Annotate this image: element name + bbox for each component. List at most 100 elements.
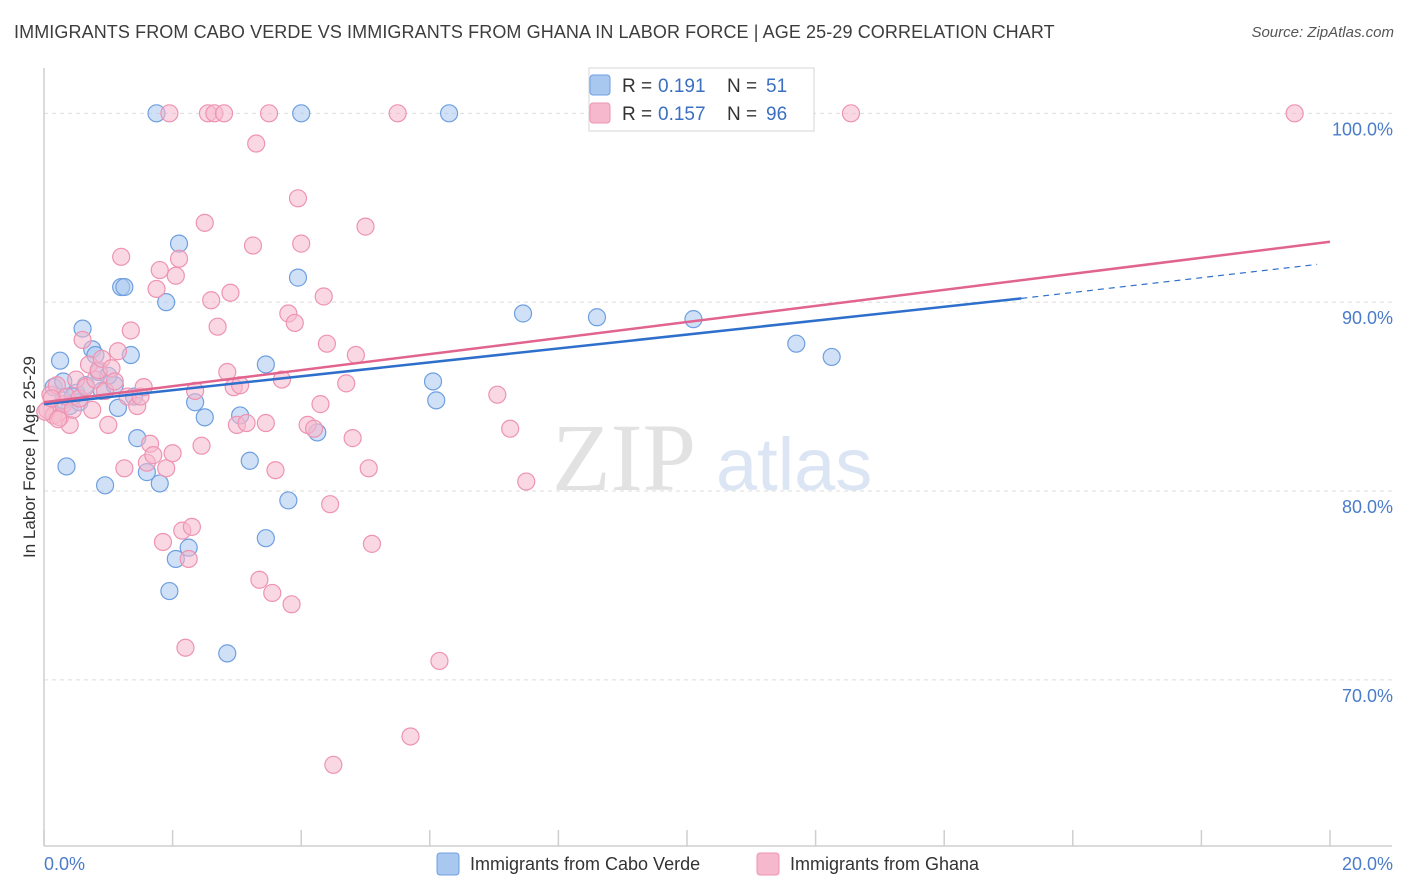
series-cabo-verde-points [44,104,841,663]
legend-n-label-blue: N = [727,76,757,97]
watermark: ZIP atlas [552,404,872,511]
legend-r-value-pink: 0.157 [658,104,706,125]
ghana-point [314,287,333,306]
ghana-point [250,570,269,589]
ghana-point [430,651,449,671]
y-tick-labels: 70.0% 80.0% 90.0% 100.0% [1332,119,1393,706]
cabo-verde-point [157,293,176,312]
ghana-point [112,247,131,266]
ghana-point [263,583,282,603]
bottom-legend-swatch-blue [436,852,460,876]
ghana-point [259,104,279,123]
cabo-verde-point [50,351,70,370]
watermark-zip: ZIP [552,404,696,511]
ghana-point [346,345,365,365]
ghana-point [285,313,304,333]
legend-swatch-pink [589,102,611,124]
ghana-point [169,249,189,268]
ghana-point [214,104,234,123]
x-tick-marks [43,830,1331,846]
bottom-legend-label-blue: Immigrants from Cabo Verde [470,854,700,874]
ghana-point [388,104,407,123]
ghana-point [153,532,173,552]
bottom-legend: Immigrants from Cabo Verde Immigrants fr… [436,852,980,876]
cabo-verde-point [150,474,169,493]
ghana-point [237,413,256,433]
ghana-point [182,517,201,536]
ghana-point [321,495,340,514]
ghana-point [108,342,128,361]
ghana-point [501,419,520,438]
ghana-point [115,459,134,478]
cabo-verde-point [684,310,703,329]
legend: R = 0.191 N = 51 R = 0.157 N = 96 [588,67,815,132]
ghana-point [150,260,169,280]
cabo-verde-point [822,347,841,367]
ghana-point [221,283,240,302]
ghana-point [337,374,356,393]
ghana-point [73,330,92,350]
ghana-point [288,189,308,208]
cabo-verde-point [115,277,134,297]
cabo-verde-point [218,644,237,663]
ghana-point [99,415,118,434]
ghana-point [105,372,124,391]
cabo-verde-point [95,476,115,495]
ghana-point [163,444,182,463]
cabo-verde-point [256,529,275,548]
legend-swatch-blue [589,74,611,96]
cabo-verde-point [57,457,76,476]
y-tick-label: 70.0% [1342,686,1393,706]
cabo-verde-point [256,355,275,374]
cabo-verde-point [169,234,189,253]
cabo-verde-trend-extension [1021,263,1318,299]
y-tick-label: 90.0% [1342,308,1393,328]
ghana-point [192,436,211,455]
ghana-point [247,134,266,153]
ghana-point [83,400,102,419]
cabo-verde-point [240,451,259,470]
ghana-point [208,317,227,336]
trend-lines [43,240,1331,406]
cabo-verde-point [423,372,443,391]
gridlines [44,112,1392,681]
legend-n-label-pink: N = [727,104,757,125]
cabo-verde-point [195,408,214,427]
ghana-point [179,549,198,569]
y-tick-label: 80.0% [1342,497,1393,517]
ghana-point [362,534,382,553]
cabo-verde-point [587,308,607,327]
cabo-verde-point [439,104,459,123]
ghana-point [147,279,166,299]
legend-n-value-pink: 96 [766,104,787,125]
bottom-legend-swatch-pink [756,852,780,876]
ghana-point [343,429,362,448]
ghana-point [292,234,311,253]
ghana-point [282,595,301,614]
x-tick-labels: 0.0% 20.0% [44,854,1393,874]
ghana-point [243,236,263,255]
ghana-point [324,755,343,774]
ghana-point [202,291,221,310]
ghana-point [256,413,275,433]
cabo-verde-point [292,104,311,123]
cabo-verde-point [288,268,308,287]
source-label: Source: ZipAtlas.com [1251,24,1394,41]
ghana-point [359,459,378,478]
ghana-point [144,446,163,465]
cabo-verde-point [160,581,179,601]
legend-r-value-blue: 0.191 [658,76,706,97]
ghana-point [195,213,214,232]
cabo-verde-trend-line [43,297,1022,406]
axes [43,68,1392,847]
series-ghana-points [36,104,1304,774]
ghana-point [121,321,140,340]
ghana-trend-line [43,240,1331,404]
cabo-verde-point [279,491,298,510]
y-tick-label: 100.0% [1332,119,1393,139]
x-tick-label-min: 0.0% [44,854,85,874]
bottom-legend-label-pink: Immigrants from Ghana [790,854,980,874]
x-tick-label-max: 20.0% [1342,854,1393,874]
chart-title: IMMIGRANTS FROM CABO VERDE VS IMMIGRANTS… [14,22,1055,42]
legend-r-label-pink: R = [622,104,652,125]
